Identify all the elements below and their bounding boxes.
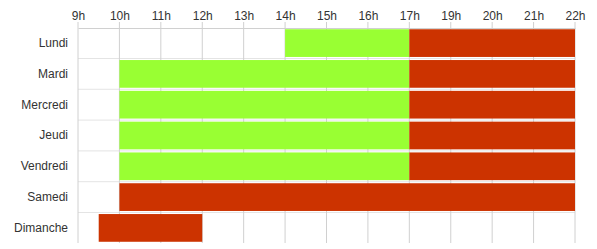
tick: Vendredi — [21, 159, 68, 173]
tick: 11h — [152, 9, 171, 28]
tick: Dimanche — [14, 221, 68, 235]
range-bar — [119, 60, 409, 88]
tick-label: 10h — [110, 9, 130, 23]
category-label: Mardi — [38, 67, 68, 81]
tick: 10h — [110, 9, 130, 28]
plot: 9h 10h 11h 12h 13h 14h 15h 16h 17h 19h 20h 21h 22h Lu… — [14, 9, 586, 243]
range-bar — [119, 152, 409, 180]
tick: 16h — [358, 9, 378, 28]
tick-label: 20h — [483, 9, 503, 23]
tick-label: 9h — [72, 9, 85, 23]
tick: 21h — [524, 9, 544, 28]
category-label: Mercredi — [21, 98, 68, 112]
tick: Mardi — [38, 67, 68, 81]
category-label: Vendredi — [21, 159, 68, 173]
category-label: Samedi — [27, 190, 68, 204]
tick: Lundi — [39, 36, 68, 50]
tick: 19h — [441, 9, 461, 28]
range-bar — [409, 122, 575, 150]
tick: 12h — [193, 9, 213, 28]
tick: Jeudi — [39, 128, 68, 142]
tick: 15h — [317, 9, 337, 28]
row-separators — [78, 58, 575, 212]
range-bar — [99, 214, 203, 242]
grid-line — [78, 22, 79, 243]
tick-label: 15h — [317, 9, 337, 23]
tick: 13h — [234, 9, 254, 28]
range-bar — [409, 29, 575, 57]
tick-label: 14h — [276, 9, 296, 23]
range-bar — [119, 183, 575, 211]
range-bar — [119, 122, 409, 150]
chart: 9h 10h 11h 12h 13h 14h 15h 16h 17h 19h 20h 21h 22h Lu… — [0, 0, 597, 249]
tick-label: 13h — [234, 9, 254, 23]
range-bar — [119, 91, 409, 119]
tick: 17h — [400, 9, 420, 28]
tick-label: 21h — [524, 9, 544, 23]
tick: 22h — [565, 9, 585, 28]
category-label: Jeudi — [39, 128, 68, 142]
y-axis: Lundi Mardi Mercredi Jeudi Vendredi Samedi Dim… — [14, 36, 68, 235]
range-bar — [409, 152, 575, 180]
tick-label: 19h — [441, 9, 461, 23]
tick: 20h — [483, 9, 503, 28]
tick-label: 16h — [358, 9, 378, 23]
category-label: Dimanche — [14, 221, 68, 235]
tick: 9h — [72, 9, 85, 28]
range-bar — [285, 29, 409, 57]
tick: Samedi — [27, 190, 68, 204]
tick-label: 11h — [152, 9, 171, 23]
tick: 14h — [276, 9, 296, 28]
tick: Mercredi — [21, 98, 68, 112]
bars — [99, 29, 575, 242]
range-bar — [409, 60, 575, 88]
axis-line — [79, 28, 576, 29]
grid — [78, 22, 575, 243]
tick-label: 22h — [565, 9, 585, 23]
tick-label: 17h — [400, 9, 420, 23]
category-label: Lundi — [39, 36, 68, 50]
x-axis: 9h 10h 11h 12h 13h 14h 15h 16h 17h 19h 20h 21h 22h — [72, 9, 586, 29]
tick-label: 12h — [193, 9, 213, 23]
range-bar — [409, 91, 575, 119]
